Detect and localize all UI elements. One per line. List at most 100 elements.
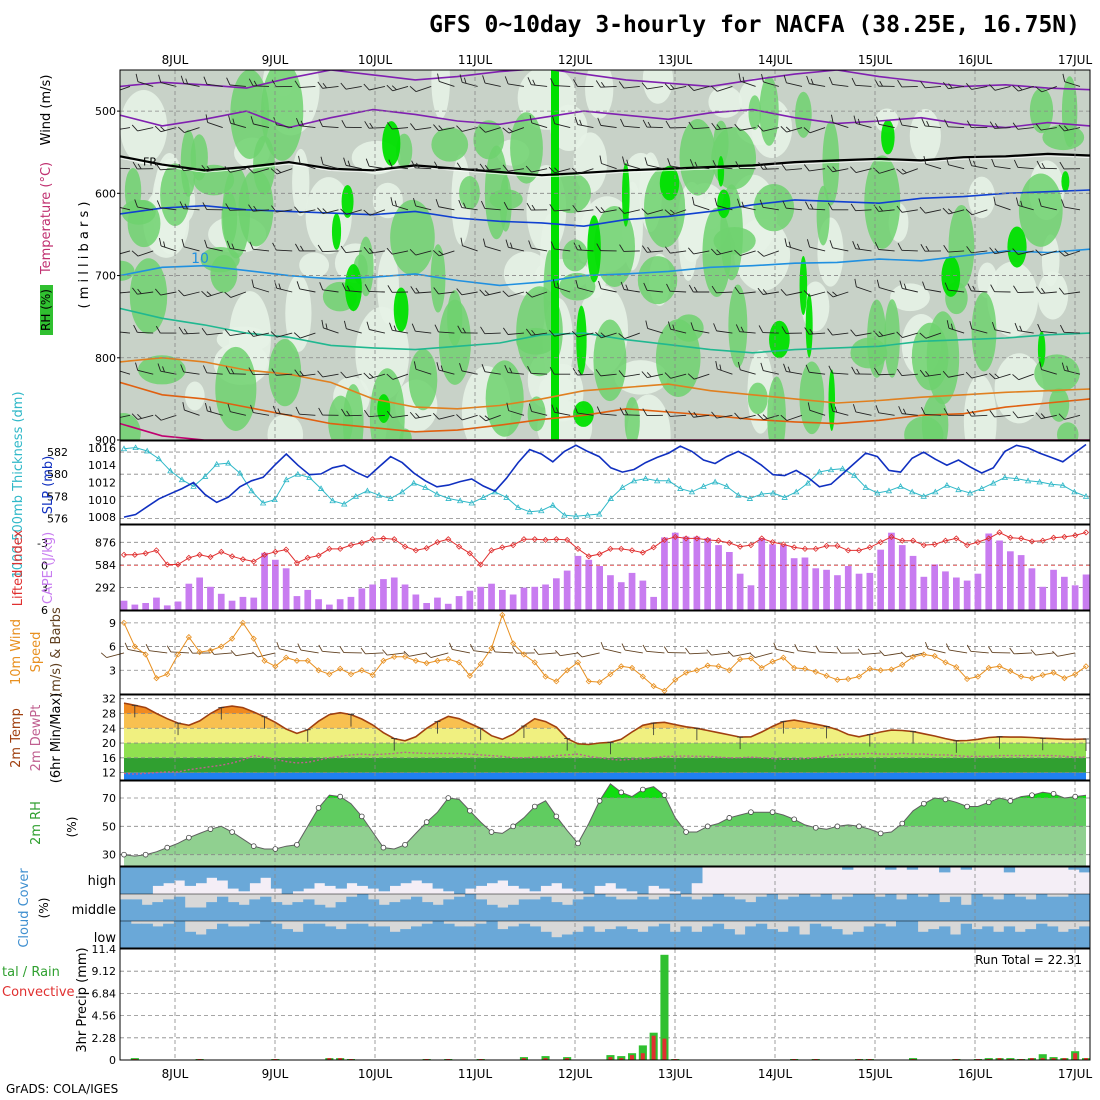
barb-feather [923,156,927,165]
date-bottom-6: 14JUL [758,1067,793,1081]
wind-barb [548,166,571,174]
barb-feather [548,329,555,337]
wind10-point-32 [466,672,473,679]
barb-feather [502,290,509,297]
wind10-point-76 [942,659,949,666]
wind-barb [827,202,849,211]
thickness-point-37 [549,501,557,508]
wind-barb [502,164,524,172]
barb-staff [415,291,432,294]
barb-feather [804,327,810,335]
barb-feather [618,207,625,214]
wind-barb [920,244,942,252]
rh-dry-patch [431,70,451,119]
wind-barb [433,287,455,295]
wind10-barb [555,650,579,657]
wind-barb [365,158,385,170]
precip-conv-bar-19 [327,1058,332,1060]
barb-feather-half [1063,250,1069,256]
wind-barb [595,331,617,339]
cloud-high-53 [691,867,703,884]
barb-staff [554,85,571,87]
cape-bar-41 [563,570,571,610]
barb-staff [925,85,942,89]
li-point-65 [823,542,830,549]
cloud-low-47 [626,929,638,948]
barb-staff [878,373,895,376]
thickness-point-11 [248,487,255,494]
barb-staff [995,204,1011,211]
barb-feather [481,363,486,372]
barb-staff [878,249,895,252]
cape-bar-68 [855,573,863,610]
barb-staff [855,332,872,337]
barb-feather [178,326,184,335]
li-point-35 [499,544,506,551]
barb-staff [531,410,548,416]
barb-staff [809,332,826,335]
wind-barb [479,414,501,422]
barb-feather [363,409,370,417]
rh-moist-patch [268,339,302,407]
li-point-47 [628,547,636,554]
cloud-low-34 [486,921,498,948]
rh-dry-patch [987,261,1039,337]
barb-feather [366,321,370,330]
thickness-point-44 [630,477,638,484]
cloud-middle-34 [486,904,498,921]
barb-feather [989,121,995,129]
barb-staff [531,247,548,252]
precip-tick-5: 11.4 [92,943,117,956]
wind-barb [271,79,293,88]
isotherm-label-9: 10 [191,251,209,267]
barb-staff [925,209,942,214]
wind10-barb [230,650,254,657]
wind10-point-25 [391,653,398,660]
wind-barb [897,242,918,252]
barb-staff [160,245,177,252]
barb-staff [601,332,617,339]
barb-staff [832,84,849,87]
barb-feather-half [577,369,582,376]
wind10-barb-feather [1052,650,1058,657]
barb-feather [1012,122,1019,130]
wind-barb [411,323,432,334]
barb-staff [137,414,154,420]
rh-saturated-patch [587,215,601,283]
cloud-middle-4 [163,899,175,921]
barb-feather [552,115,556,124]
wind10-barb-staff [538,652,557,655]
cape-bar-42 [574,555,582,610]
barb-staff [1041,85,1057,93]
rh-moist-patch [215,346,257,431]
barb-feather [433,287,439,295]
barb-staff [415,414,432,419]
wind-barb [132,287,154,295]
barb-feather [203,76,208,85]
date-top-6: 14JUL [758,53,793,67]
barb-feather [853,115,857,124]
li-point-79 [974,539,981,546]
barb-feather [850,166,857,173]
wind10-barb [815,645,838,654]
cloud-low-33 [475,923,487,948]
barb-feather [644,157,648,166]
barb-feather-half [253,205,258,212]
barb-feather-half [507,127,513,133]
wind-barb [204,239,223,252]
wind-barb [757,287,779,295]
rh2m-point-88 [1072,793,1078,800]
cloud-high-25 [389,867,401,886]
date-top-7: 15JUL [858,53,893,67]
barb-feather [504,364,509,373]
barb-feather [641,371,648,378]
wind-barb [247,167,270,174]
rh2m-point-54 [704,823,711,830]
wind-barb [780,289,803,296]
barb-feather [270,168,278,175]
rh2m-tick-0: 30 [102,849,116,862]
barb-feather [1036,160,1042,169]
wind-barb [134,199,154,211]
cloud-high-51 [669,867,681,892]
thickness-point-75 [990,479,997,486]
